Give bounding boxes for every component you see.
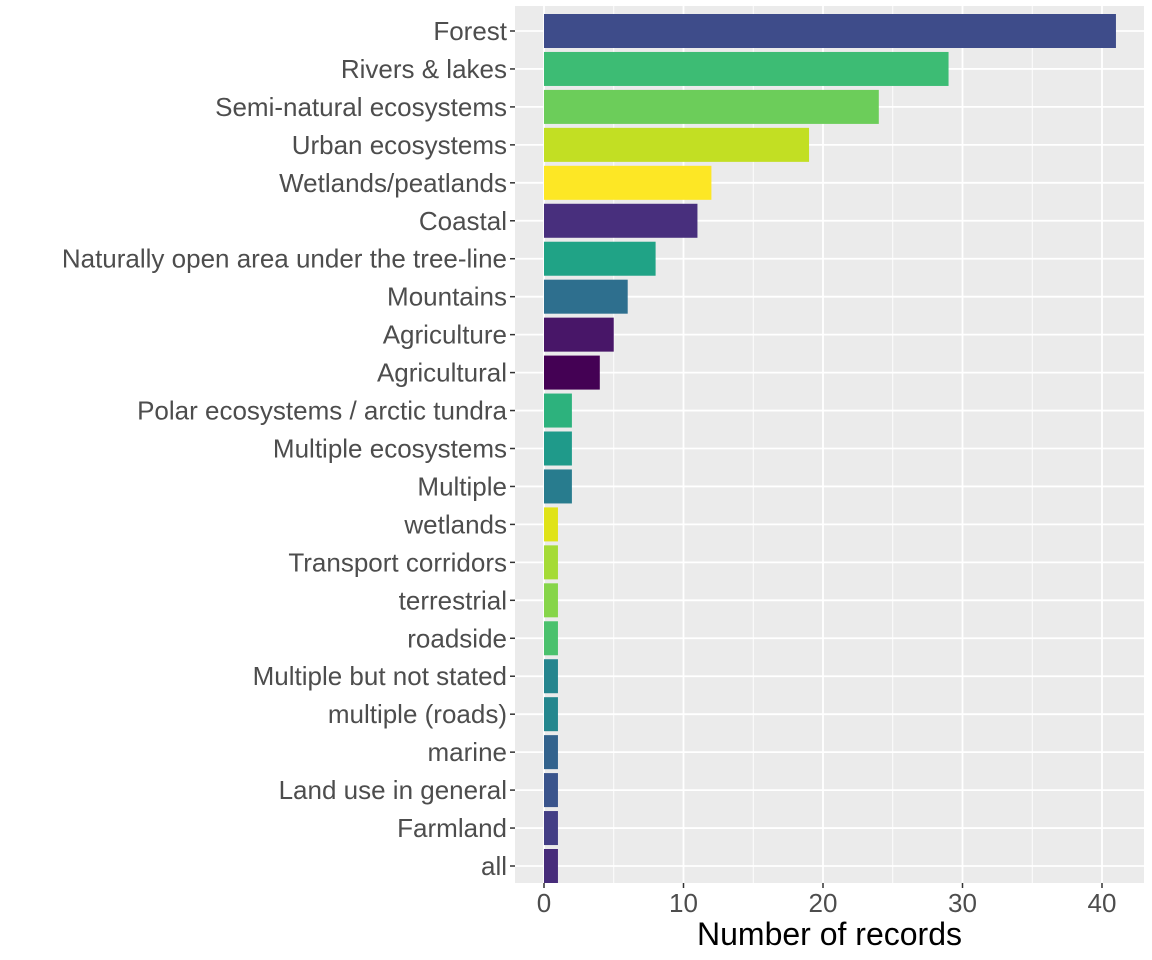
y-axis: Forest Rivers & lakes Semi-natural ecosyst… [62, 16, 515, 881]
y-tick-label: terrestrial [399, 585, 507, 615]
bar [544, 355, 600, 390]
x-axis: 0 10 20 30 40 [537, 883, 1117, 918]
bar [544, 545, 558, 580]
x-tick-label: 30 [948, 888, 977, 918]
y-tick-label: Agriculture [383, 320, 507, 350]
bar [544, 317, 614, 352]
x-tick-label: 20 [809, 888, 838, 918]
y-tick-label: Multiple ecosystems [273, 434, 507, 464]
y-tick-label: Agricultural [377, 358, 507, 388]
y-tick-label: Mountains [387, 282, 507, 312]
bar [544, 127, 810, 162]
y-tick-label: multiple (roads) [328, 699, 507, 729]
y-tick-label: Multiple but not stated [253, 661, 507, 691]
y-tick-label: Multiple [417, 471, 507, 501]
y-tick-label: Forest [433, 16, 507, 46]
y-tick-label: Transport corridors [288, 547, 507, 577]
y-tick-label: roadside [407, 623, 507, 653]
bar [544, 697, 558, 732]
bar [544, 735, 558, 770]
bar [544, 165, 712, 200]
bar [544, 241, 656, 276]
y-tick-label: all [481, 851, 507, 881]
bar [544, 659, 558, 694]
bar [544, 393, 572, 428]
bar [544, 279, 628, 314]
bar [544, 14, 1116, 48]
y-tick-label: Farmland [397, 813, 507, 843]
y-tick-label: Wetlands/peatlands [279, 168, 507, 198]
bar [544, 51, 949, 86]
bar [544, 89, 879, 124]
y-tick-label: Polar ecosystems / arctic tundra [137, 396, 507, 426]
x-tick-label: 40 [1088, 888, 1117, 918]
bar [544, 431, 572, 466]
bar [544, 621, 558, 656]
y-tick-label: Land use in general [279, 775, 507, 805]
y-tick-label: Rivers & lakes [341, 54, 507, 84]
y-tick-label: Semi-natural ecosystems [215, 92, 507, 122]
x-tick-label: 10 [669, 888, 698, 918]
y-tick-label: Naturally open area under the tree-line [62, 244, 507, 274]
y-tick-label: Coastal [419, 206, 507, 236]
x-tick-label: 0 [537, 888, 551, 918]
bar [544, 203, 698, 238]
bars-group [544, 14, 1116, 883]
bar [544, 583, 558, 618]
x-axis-title: Number of records [697, 916, 962, 952]
bar [544, 469, 572, 504]
y-tick-label: marine [428, 737, 507, 767]
y-tick-label: Urban ecosystems [292, 130, 507, 160]
y-tick-label: wetlands [403, 509, 507, 539]
bar [544, 811, 558, 846]
bar [544, 773, 558, 808]
bar [544, 507, 558, 542]
bar [544, 849, 558, 883]
